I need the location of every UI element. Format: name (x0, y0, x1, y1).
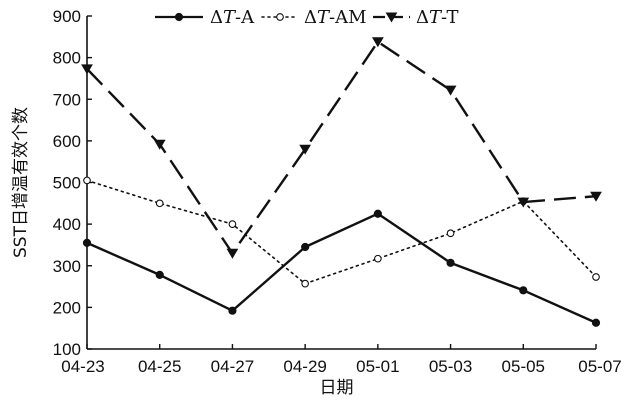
axes: 100 200 300 400 500 600 700 800 900 04-23 04-25 04-… (53, 7, 622, 376)
legend-label-italic: T (223, 7, 237, 28)
x-tick-label: 05-01 (356, 357, 399, 376)
data-point (82, 238, 92, 247)
x-tick-label: 05-03 (429, 357, 472, 376)
data-point (228, 220, 237, 228)
legend-marker (385, 12, 398, 23)
data-point (301, 279, 309, 288)
data-point (371, 37, 384, 48)
legend-label-prefix: Δ (416, 7, 429, 28)
data-point (226, 248, 239, 259)
y-tick-label: 100 (53, 340, 81, 359)
legend-item: ΔT-A (155, 7, 255, 28)
legend-marker (276, 13, 284, 21)
series-group (83, 176, 600, 288)
legend-label-suffix: -A (235, 7, 255, 28)
y-tick-label: 500 (53, 174, 81, 193)
x-tick-label: 04-25 (138, 357, 181, 376)
x-tick-label: 04-27 (211, 357, 254, 376)
data-point (301, 242, 310, 252)
data-point (373, 209, 382, 218)
series-layer (81, 37, 602, 327)
legend-label-suffix: -AM (329, 7, 367, 28)
x-axis-title: 日期 (320, 378, 354, 398)
x-tick-label: 05-07 (578, 357, 621, 376)
data-point (519, 286, 528, 295)
data-point (228, 306, 237, 315)
data-point (590, 191, 602, 202)
data-point (591, 318, 601, 327)
y-tick-label: 700 (53, 90, 81, 109)
x-tick-label: 04-29 (283, 357, 326, 376)
data-point (374, 254, 382, 263)
series-line (86, 179, 597, 285)
legend-label-italic: T (317, 7, 331, 28)
legend-label-prefix: Δ (210, 7, 223, 28)
legend-label-italic: T (429, 7, 443, 28)
y-tick-label: 300 (53, 257, 81, 276)
legend-item: ΔT-AM (261, 7, 367, 28)
data-point (444, 85, 457, 96)
y-tick-label: 400 (53, 215, 81, 234)
series-line (86, 212, 597, 324)
y-axis-title: SST日增温有效个数 (11, 107, 31, 258)
data-point (153, 139, 166, 150)
data-point (83, 176, 91, 185)
legend-label: ΔT-T (416, 7, 458, 28)
x-tick-label: 05-05 (502, 357, 545, 376)
y-tick-label: 900 (53, 7, 81, 26)
legend-label: ΔT-AM (304, 7, 367, 28)
data-point (446, 258, 455, 267)
series-group (81, 37, 602, 259)
data-point (155, 270, 164, 280)
x-tick-label: 04-23 (61, 357, 104, 376)
y-tick-label: 800 (53, 49, 81, 68)
legend-item: ΔT-T (373, 7, 458, 28)
legend-label-suffix: -T (441, 7, 458, 28)
series-line (86, 40, 597, 255)
data-point (81, 64, 93, 75)
y-tick-label: 200 (53, 298, 81, 317)
legend-marker (174, 12, 184, 22)
legend-label: ΔT-A (210, 7, 255, 28)
data-point (155, 199, 164, 208)
data-point (446, 229, 455, 238)
data-point (517, 197, 530, 208)
data-point (299, 144, 312, 155)
legend-label-prefix: Δ (304, 7, 317, 28)
y-tick-label: 600 (53, 132, 81, 151)
data-point (592, 273, 600, 281)
series-group (82, 209, 601, 327)
legend: ΔT-A ΔT-AM ΔT-T (155, 7, 458, 28)
